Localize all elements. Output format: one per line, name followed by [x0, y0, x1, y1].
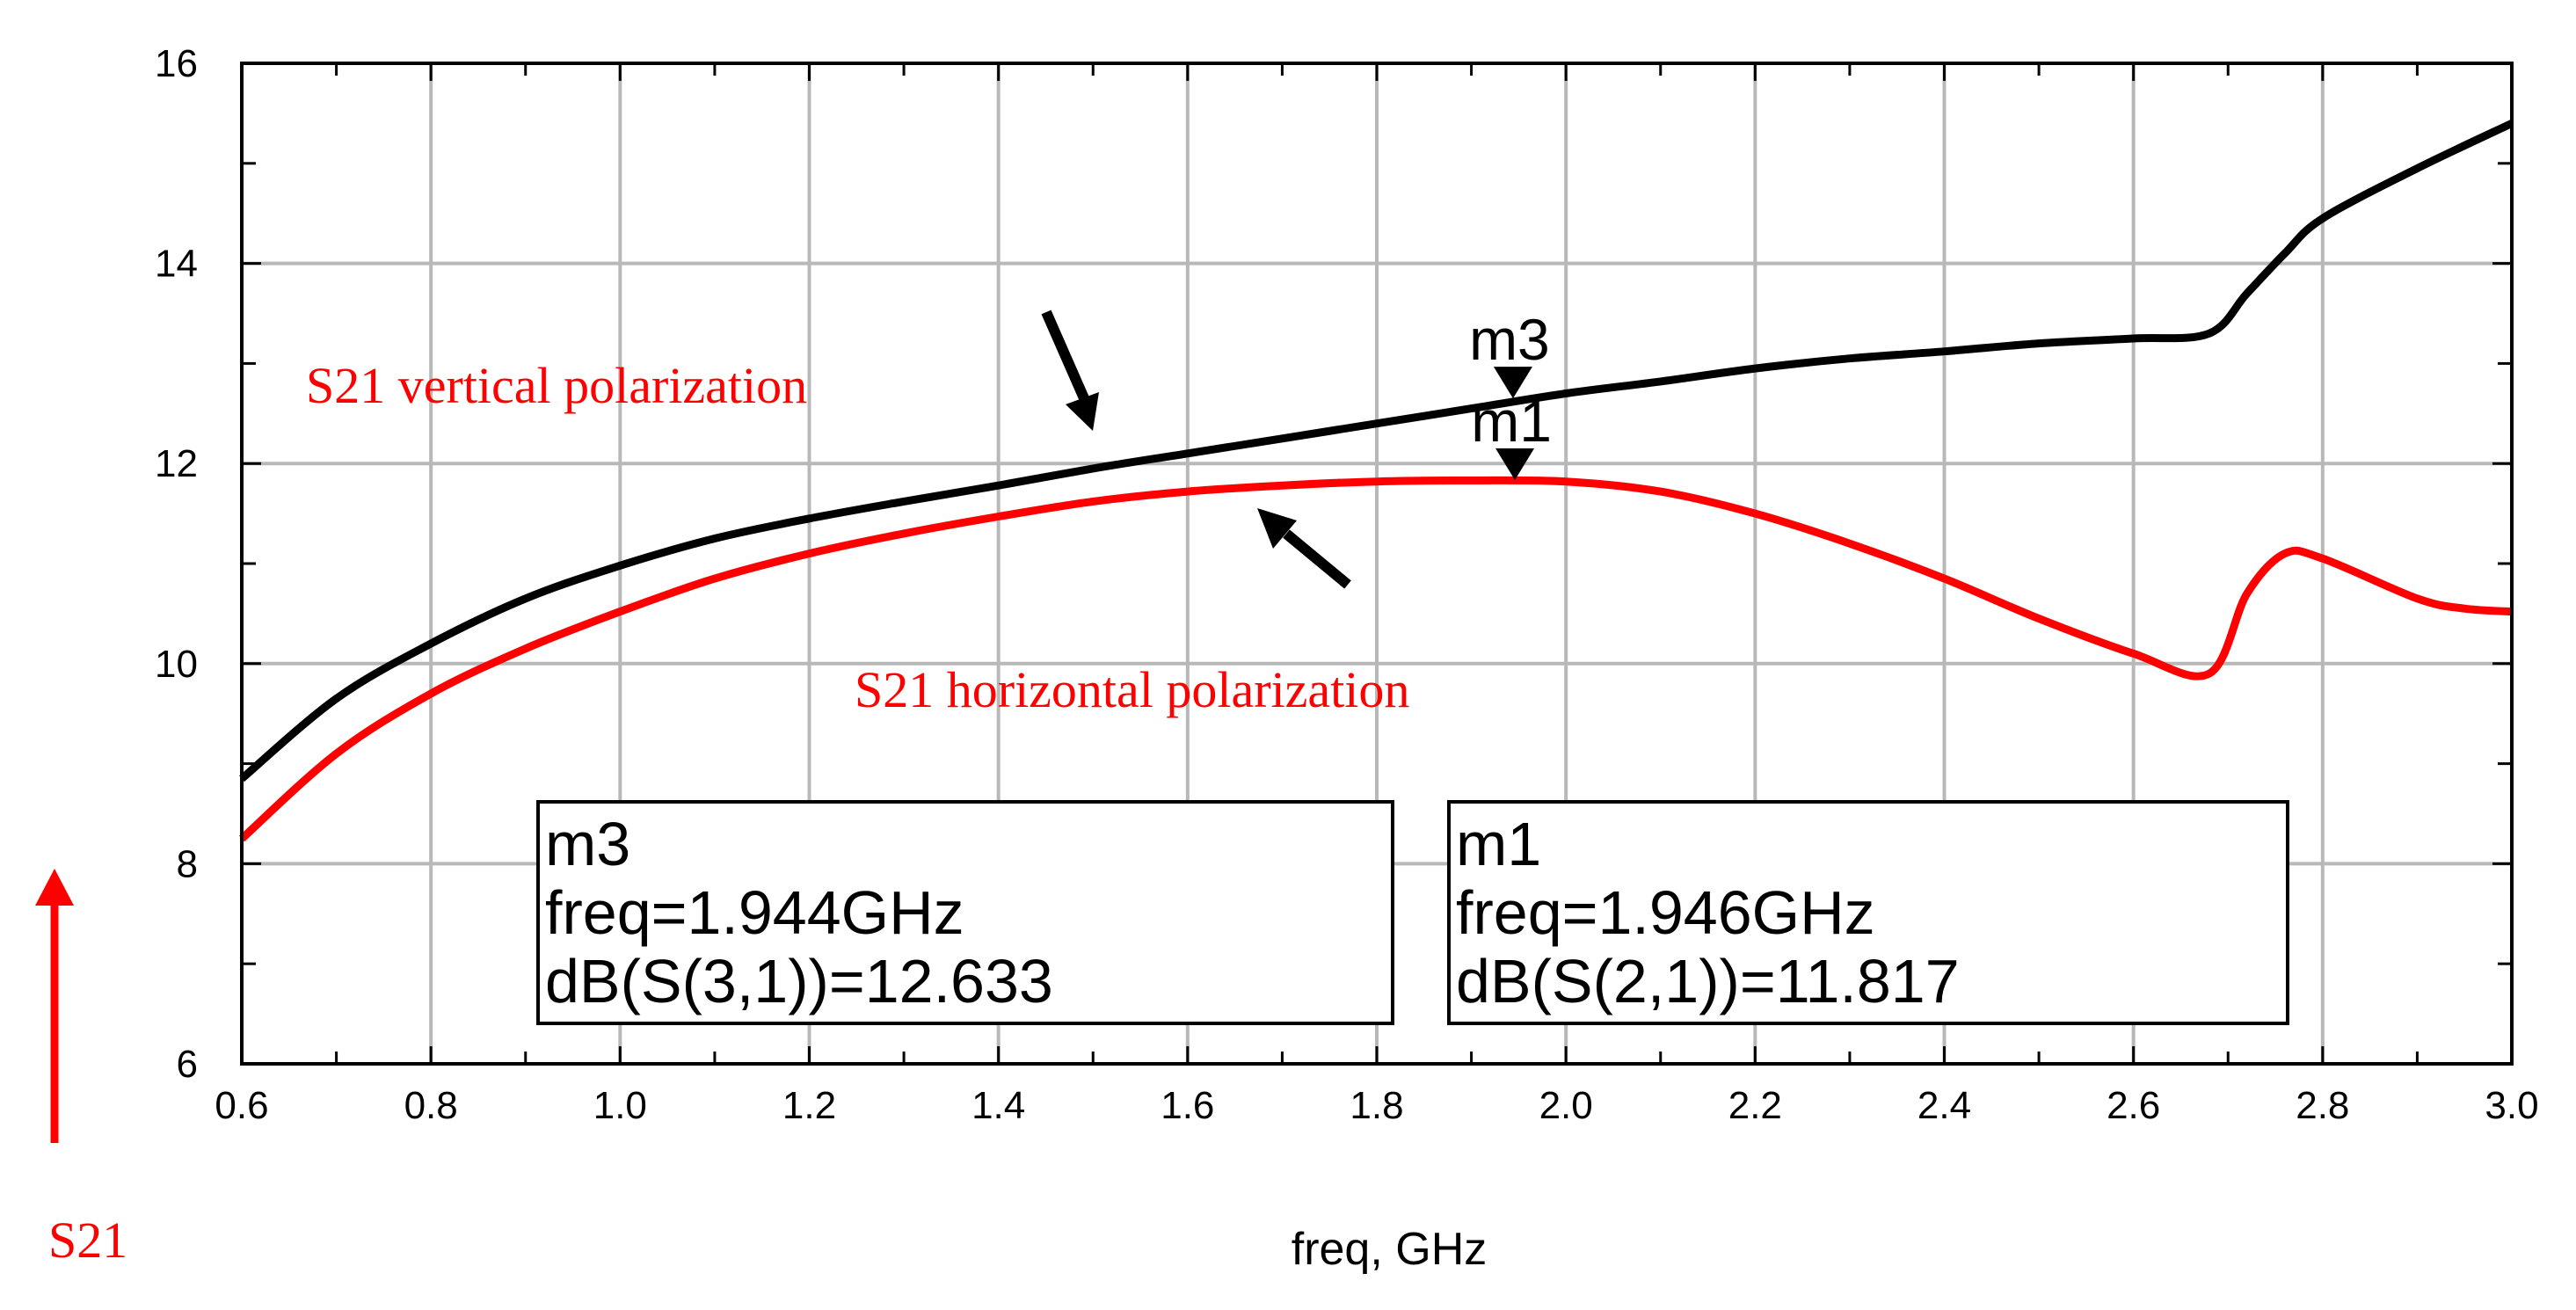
y-tick-label: 8: [177, 842, 198, 885]
marker-m3: m3: [1469, 307, 1550, 399]
readout-m1-freq: freq=1.946GHz: [1456, 878, 1875, 947]
y-axis-ticks: 6 8 10 12 14 16: [155, 42, 2512, 1086]
series-line-s21-red: [238, 476, 2513, 842]
x-tick-label: 1.8: [1350, 1084, 1403, 1127]
x-tick-label: 2.4: [1917, 1084, 1971, 1127]
readout-m3-value: dB(S(3,1))=12.633: [545, 947, 1053, 1015]
x-tick-label: 1.4: [971, 1084, 1025, 1127]
marker-m1: m1: [1471, 389, 1552, 481]
annotation-horizontal: S21 horizontal polarization: [855, 661, 1409, 718]
marker-m1-label: m1: [1471, 389, 1552, 454]
readout-m1-value: dB(S(2,1))=11.817: [1456, 947, 1960, 1015]
readout-m3-name: m3: [545, 810, 630, 878]
y-tick-label: 12: [155, 442, 198, 485]
y-axis-indicator: S21: [35, 869, 127, 1269]
readout-m3-freq: freq=1.944GHz: [545, 878, 964, 947]
x-tick-label: 2.8: [2296, 1084, 2349, 1127]
y-tick-label: 14: [155, 243, 198, 286]
x-axis-ticks: 0.6 0.8 1.0 1.2 1.4 1.6 1.8 2.0 2.2 2.4 2.6 2.8 3.0: [215, 63, 2539, 1127]
readout-box-m1: [1447, 800, 2289, 1025]
marker-m1-triangle-icon: [1495, 448, 1535, 481]
x-tick-label: 3.0: [2485, 1084, 2538, 1127]
x-tick-label: 1.6: [1161, 1084, 1214, 1127]
y-axis-label: S21: [48, 1212, 127, 1269]
y-tick-label: 16: [155, 42, 198, 85]
series-line-s31-black: [239, 120, 2514, 782]
marker-readout-m1: m1 freq=1.946GHz dB(S(2,1))=11.817: [1447, 800, 2289, 1025]
marker-readout-m3: m3 freq=1.944GHz dB(S(3,1))=12.633: [536, 800, 1394, 1025]
arrow-to-red-curve-icon: [1257, 508, 1351, 589]
x-tick-label: 2.0: [1539, 1084, 1593, 1127]
marker-m3-triangle-icon: [1493, 367, 1532, 399]
y-tick-label: 10: [155, 643, 198, 686]
y-tick-label: 6: [177, 1043, 198, 1086]
marker-m3-label: m3: [1469, 307, 1550, 372]
x-tick-label: 2.2: [1728, 1084, 1782, 1127]
x-tick-label: 1.0: [593, 1084, 647, 1127]
x-tick-label: 0.8: [404, 1084, 458, 1127]
readout-box-m3: [536, 800, 1394, 1025]
series-group: [238, 120, 2514, 842]
x-tick-label: 1.2: [782, 1084, 836, 1127]
arrow-to-black-curve-icon: [1041, 309, 1099, 431]
up-arrow-icon: [35, 869, 74, 906]
x-tick-label: 0.6: [215, 1084, 268, 1127]
readout-m1-name: m1: [1456, 810, 1541, 878]
annotation-vertical: S21 vertical polarization: [306, 357, 807, 414]
x-axis-label: freq, GHz: [1292, 1224, 1488, 1275]
x-tick-label: 2.6: [2107, 1084, 2160, 1127]
